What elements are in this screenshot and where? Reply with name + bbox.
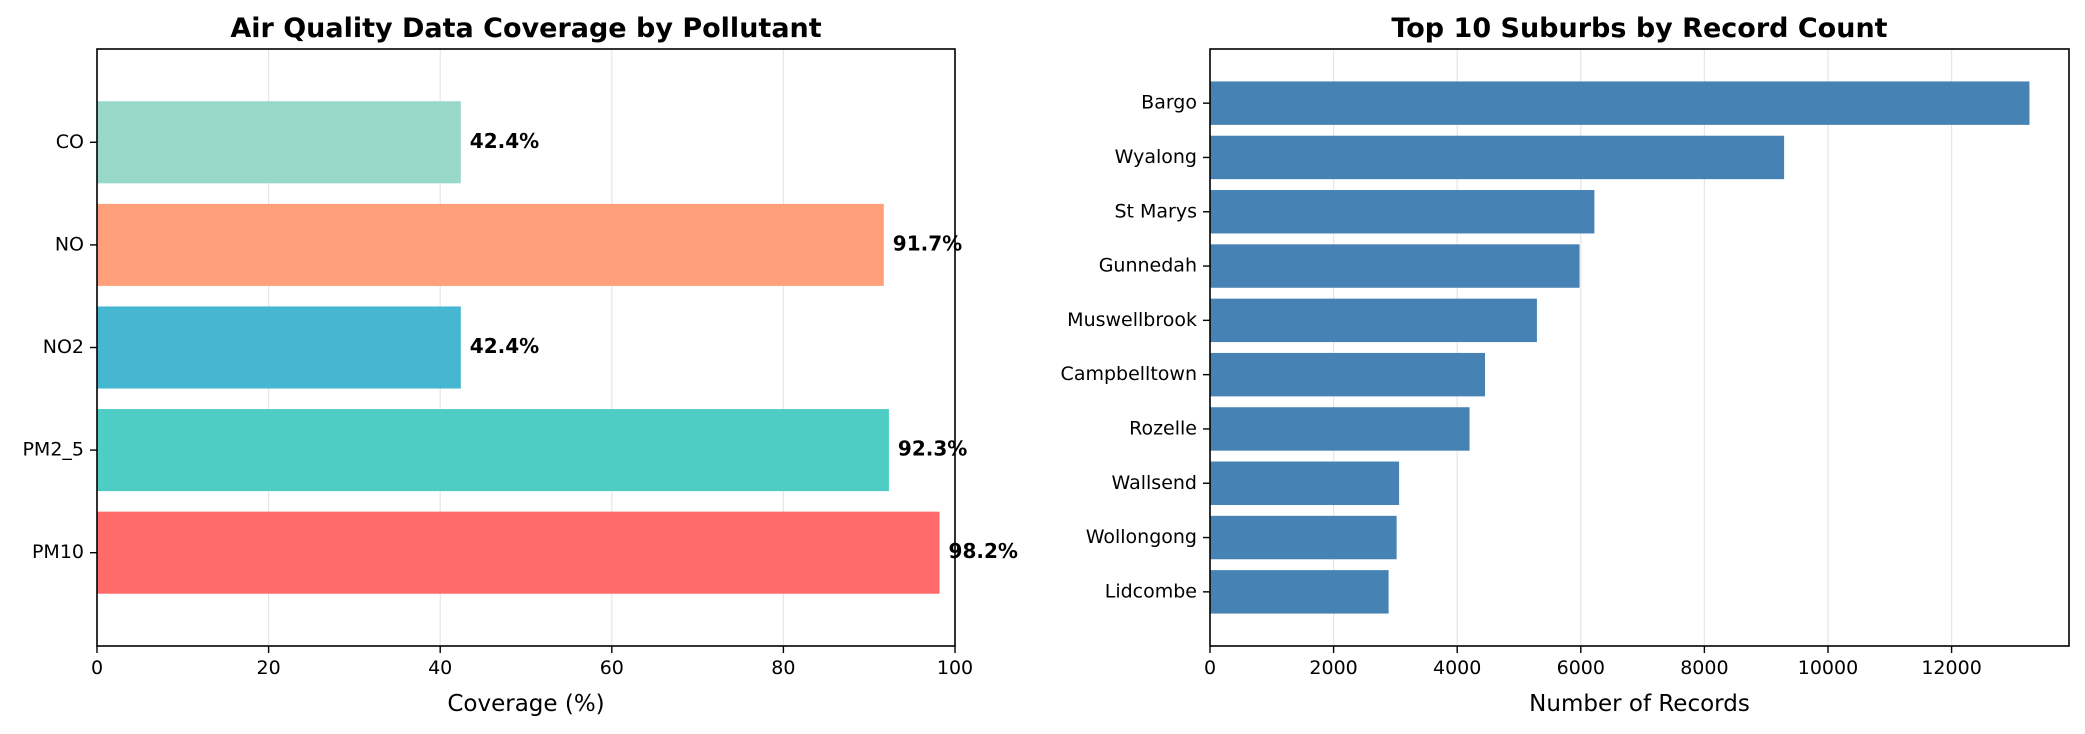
suburb-x-tick-label: 0 — [1204, 657, 1216, 679]
coverage-bar — [97, 203, 884, 286]
suburb-category-label: St Marys — [1114, 200, 1197, 222]
coverage-bar — [97, 101, 461, 184]
coverage-x-tick-label: 60 — [600, 657, 624, 679]
suburb-category-label: Campbelltown — [1061, 363, 1197, 385]
suburb-bar — [1210, 352, 1486, 397]
coverage-category-label: NO — [55, 233, 84, 255]
suburb-x-tick-label: 2000 — [1309, 657, 1357, 679]
coverage-category-label: PM2_5 — [22, 439, 84, 461]
suburb-category-label: Bargo — [1141, 92, 1197, 114]
suburb-bar — [1210, 190, 1595, 234]
suburb-bar — [1210, 244, 1580, 288]
suburb-x-tick-label: 10000 — [1798, 657, 1858, 679]
coverage-chart-panel: 98.2% 92.3% 42.4% 91.7% 42.4% 0 20 40 60 80 100 PM1… — [22, 13, 1017, 717]
coverage-data-label: 92.3% — [898, 437, 967, 461]
coverage-bar — [97, 511, 940, 594]
coverage-category-label: NO2 — [43, 336, 84, 358]
suburb-category-label: Gunnedah — [1099, 255, 1197, 277]
suburb-category-label: Wollongong — [1086, 526, 1197, 548]
coverage-data-label: 42.4% — [470, 334, 539, 358]
suburb-bar — [1210, 81, 2030, 125]
coverage-bar — [97, 409, 889, 492]
coverage-x-tick-label: 40 — [428, 657, 452, 679]
suburb-bar — [1210, 407, 1470, 451]
coverage-data-label: 42.4% — [470, 129, 539, 153]
coverage-x-axis-label: Coverage (%) — [447, 691, 604, 717]
suburb-x-axis-label: Number of Records — [1529, 691, 1750, 717]
suburb-category-label: Rozelle — [1129, 417, 1197, 439]
suburb-x-tick-label: 12000 — [1921, 657, 1981, 679]
suburb-x-tick-label: 6000 — [1557, 657, 1605, 679]
suburb-category-label: Lidcombe — [1105, 580, 1197, 602]
coverage-x-tick-label: 20 — [257, 657, 281, 679]
coverage-x-tick-label: 100 — [937, 657, 973, 679]
suburb-axes-frame — [1209, 48, 2070, 647]
suburb-category-label: Muswellbrook — [1067, 309, 1197, 331]
suburb-bar — [1210, 570, 1389, 614]
coverage-x-tick-label: 80 — [771, 657, 795, 679]
suburb-category-label: Wallsend — [1112, 472, 1197, 494]
suburb-bar — [1210, 515, 1397, 560]
coverage-x-tick-label: 0 — [91, 657, 103, 679]
suburb-bar — [1210, 298, 1537, 343]
coverage-data-label: 91.7% — [893, 231, 962, 255]
coverage-data-label: 98.2% — [949, 539, 1018, 563]
coverage-chart-title: Air Quality Data Coverage by Pollutant — [230, 13, 821, 44]
coverage-category-label: PM10 — [32, 541, 84, 563]
suburb-x-tick-label: 4000 — [1433, 657, 1481, 679]
suburb-chart-panel: 0 2000 4000 6000 8000 10000 12000 Lidcombe Wollo… — [1061, 13, 2070, 717]
suburb-bar — [1210, 135, 1785, 180]
coverage-bar — [97, 306, 461, 389]
coverage-category-label: CO — [56, 131, 84, 153]
suburb-category-label: Wyalong — [1115, 146, 1197, 168]
suburb-x-tick-label: 8000 — [1680, 657, 1728, 679]
suburb-chart-title: Top 10 Suburbs by Record Count — [1391, 13, 1887, 44]
suburb-bar — [1210, 461, 1400, 505]
